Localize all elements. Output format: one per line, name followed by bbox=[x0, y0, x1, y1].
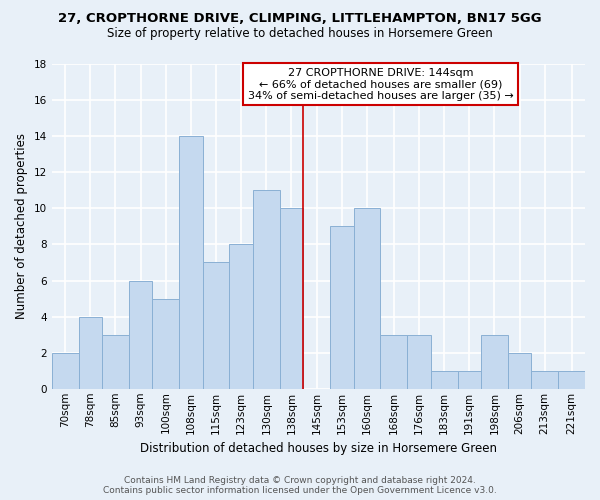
Text: 27 CROPTHORNE DRIVE: 144sqm
← 66% of detached houses are smaller (69)
34% of sem: 27 CROPTHORNE DRIVE: 144sqm ← 66% of det… bbox=[248, 68, 513, 101]
Bar bbox=[330, 226, 353, 389]
Text: 27, CROPTHORNE DRIVE, CLIMPING, LITTLEHAMPTON, BN17 5GG: 27, CROPTHORNE DRIVE, CLIMPING, LITTLEHA… bbox=[58, 12, 542, 26]
X-axis label: Distribution of detached houses by size in Horsemere Green: Distribution of detached houses by size … bbox=[140, 442, 497, 455]
Bar bbox=[253, 190, 280, 389]
Bar bbox=[79, 316, 102, 389]
Bar bbox=[102, 334, 129, 389]
Bar bbox=[229, 244, 253, 389]
Text: Size of property relative to detached houses in Horsemere Green: Size of property relative to detached ho… bbox=[107, 28, 493, 40]
Bar bbox=[431, 370, 458, 389]
Bar bbox=[481, 334, 508, 389]
Bar bbox=[179, 136, 203, 389]
Bar bbox=[407, 334, 431, 389]
Bar bbox=[380, 334, 407, 389]
Bar bbox=[129, 280, 152, 389]
Bar bbox=[203, 262, 229, 389]
Bar bbox=[152, 298, 179, 389]
Bar bbox=[52, 352, 79, 389]
Bar bbox=[558, 370, 585, 389]
Bar bbox=[280, 208, 303, 389]
Bar bbox=[532, 370, 558, 389]
Bar bbox=[353, 208, 380, 389]
Text: Contains HM Land Registry data © Crown copyright and database right 2024.
Contai: Contains HM Land Registry data © Crown c… bbox=[103, 476, 497, 495]
Y-axis label: Number of detached properties: Number of detached properties bbox=[15, 134, 28, 320]
Bar bbox=[508, 352, 532, 389]
Bar bbox=[458, 370, 481, 389]
